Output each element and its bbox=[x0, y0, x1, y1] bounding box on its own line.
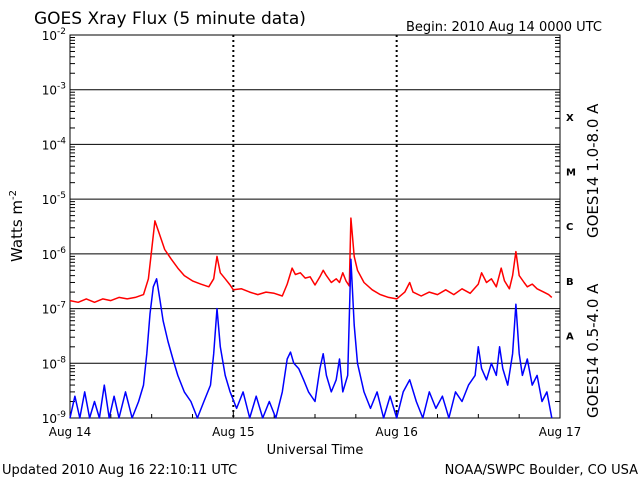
x-axis-label: Universal Time bbox=[267, 443, 364, 458]
legend-series-short: GOES14 0.5-4.0 A bbox=[584, 283, 602, 418]
flare-class-label: C bbox=[566, 222, 573, 233]
y-axis-label-group: Watts m-2 bbox=[8, 190, 26, 262]
y-tick-exponent: -7 bbox=[57, 301, 66, 311]
y-tick-base: 10 bbox=[42, 248, 57, 262]
plot-grid bbox=[70, 35, 560, 418]
y-axis-label: Watts m bbox=[8, 200, 26, 262]
y-tick-base: 10 bbox=[42, 29, 57, 43]
y-tick-label: 10-2 bbox=[42, 27, 66, 43]
flare-class-label: X bbox=[566, 113, 574, 124]
y-tick-label: 10-3 bbox=[42, 82, 66, 98]
x-axis-ticks: Aug 14 Aug 15 Aug 16 Aug 17 bbox=[49, 412, 582, 439]
flare-class-labels: X M C B A bbox=[566, 113, 576, 343]
y-tick-label: 10-6 bbox=[42, 246, 67, 262]
y-tick-base: 10 bbox=[42, 84, 57, 98]
y-tick-base: 10 bbox=[42, 303, 57, 317]
x-tick-label: Aug 17 bbox=[539, 425, 582, 439]
y-tick-base: 10 bbox=[42, 193, 57, 207]
svg-text:Watts m-2: Watts m-2 bbox=[8, 190, 26, 262]
y-tick-exponent: -9 bbox=[57, 410, 66, 420]
x-tick-label: Aug 14 bbox=[49, 425, 92, 439]
y-tick-exponent: -5 bbox=[57, 191, 66, 201]
legend-series-long: GOES14 1.0-8.0 A bbox=[584, 103, 602, 238]
y-tick-label: 10-9 bbox=[42, 410, 67, 426]
series-lines bbox=[69, 217, 553, 419]
flare-class-label: A bbox=[566, 332, 574, 343]
y-tick-exponent: -3 bbox=[57, 82, 66, 92]
begin-label: Begin: 2010 Aug 14 0000 UTC bbox=[406, 20, 602, 35]
flare-class-label: B bbox=[566, 277, 574, 288]
updated-timestamp: Updated 2010 Aug 16 22:10:11 UTC bbox=[2, 463, 237, 478]
legend: GOES14 1.0-8.0 A GOES14 0.5-4.0 A bbox=[584, 103, 602, 418]
y-tick-label: 10-5 bbox=[42, 191, 66, 207]
flare-class-label: M bbox=[566, 168, 576, 179]
y-tick-base: 10 bbox=[42, 138, 57, 152]
plot-frame bbox=[69, 34, 561, 419]
y-tick-base: 10 bbox=[42, 357, 57, 371]
y-axis-ticks: 10-910-810-710-610-510-410-310-2 bbox=[42, 27, 560, 426]
y-tick-exponent: -8 bbox=[57, 355, 66, 365]
x-tick-label: Aug 16 bbox=[375, 425, 418, 439]
y-tick-label: 10-4 bbox=[42, 136, 67, 152]
y-tick-exponent: -6 bbox=[57, 246, 66, 256]
y-tick-base: 10 bbox=[42, 412, 57, 426]
credit-label: NOAA/SWPC Boulder, CO USA bbox=[445, 463, 638, 478]
y-tick-label: 10-7 bbox=[42, 301, 66, 317]
series-line-short bbox=[69, 258, 553, 419]
series-line-long bbox=[69, 217, 553, 304]
y-axis-label-exponent: -2 bbox=[8, 190, 19, 200]
y-tick-exponent: -2 bbox=[57, 27, 66, 37]
y-tick-label: 10-8 bbox=[42, 355, 67, 371]
y-tick-exponent: -4 bbox=[57, 136, 66, 146]
chart-title: GOES Xray Flux (5 minute data) bbox=[34, 9, 306, 29]
x-tick-label: Aug 15 bbox=[212, 425, 255, 439]
